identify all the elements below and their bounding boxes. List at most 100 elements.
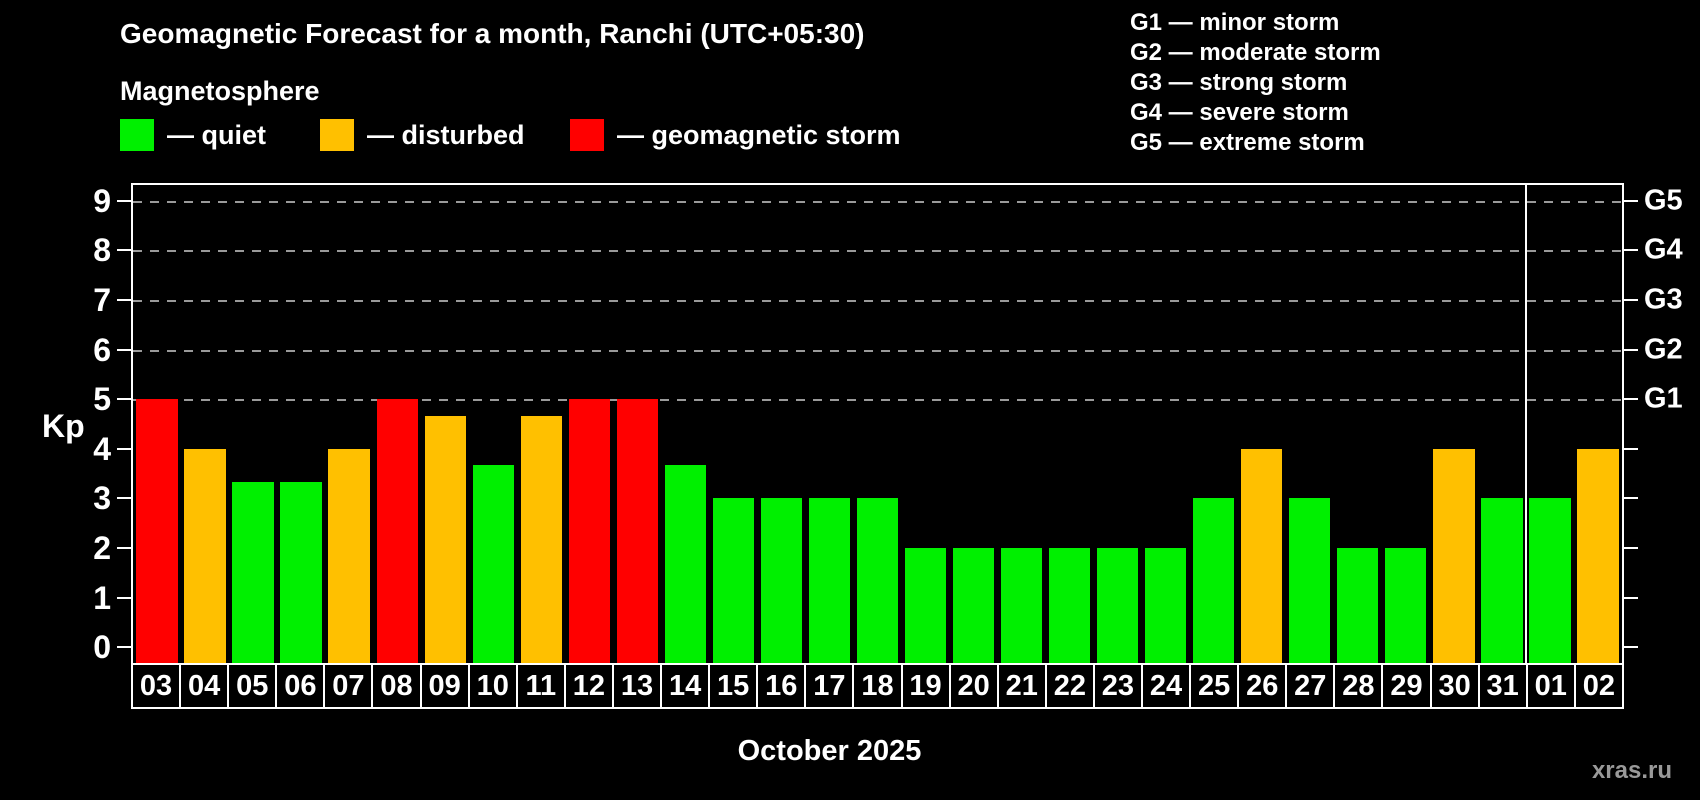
day-label-24: 24	[1140, 663, 1192, 709]
day-label-14: 14	[660, 663, 711, 709]
g-legend-line-g2: G2 — moderate storm	[1130, 39, 1381, 66]
kp-bar-day-03	[136, 399, 178, 663]
kp-bar-day-04	[184, 448, 226, 663]
bar-slot-05	[229, 185, 277, 663]
bar-slot-15	[709, 185, 757, 663]
y-axis-label-3: 3	[93, 480, 111, 517]
g-legend-line-g4: G4 — severe storm	[1130, 99, 1349, 126]
bar-slot-30	[1430, 185, 1478, 663]
g-legend-line-g3: G3 — strong storm	[1130, 69, 1348, 96]
y-axis-label-2: 2	[93, 529, 111, 566]
y-axis-label-1: 1	[93, 579, 111, 616]
day-label-13: 13	[611, 663, 663, 709]
right-tick-kp6	[1624, 348, 1638, 351]
kp-bar-day-11	[520, 415, 562, 663]
day-label-18: 18	[852, 663, 903, 709]
day-label-09: 09	[419, 663, 470, 709]
right-tick-kp4	[1624, 447, 1638, 450]
day-label-08: 08	[371, 663, 422, 709]
day-label-25: 25	[1189, 663, 1240, 709]
kp-bar-day-02	[1577, 448, 1619, 663]
day-label-28: 28	[1333, 663, 1384, 709]
kp-bar-day-23	[1096, 547, 1139, 663]
kp-bar-day-17	[808, 498, 851, 663]
right-axis-label-g1: G1	[1644, 382, 1683, 415]
watermark: xras.ru	[1591, 757, 1672, 784]
left-tick-kp7	[117, 299, 131, 302]
right-tick-kp9	[1624, 199, 1638, 202]
right-tick-kp7	[1624, 299, 1638, 302]
left-tick-kp9	[117, 199, 131, 202]
day-label-22: 22	[1044, 663, 1095, 709]
day-label-06: 06	[275, 663, 326, 709]
bar-slot-11	[517, 185, 565, 663]
right-axis-label-g4: G4	[1644, 233, 1683, 266]
kp-bar-day-27	[1289, 498, 1331, 663]
gridline-kp8	[133, 250, 1622, 253]
day-label-01: 01	[1525, 663, 1576, 709]
y-axis-label-9: 9	[93, 182, 111, 219]
day-label-02: 02	[1573, 663, 1624, 709]
bar-slot-20	[950, 185, 998, 663]
kp-bar-day-22	[1048, 547, 1091, 663]
day-label-15: 15	[708, 663, 759, 709]
day-label-04: 04	[179, 663, 230, 709]
left-tick-kp5	[117, 398, 131, 401]
month-separator-line	[1524, 185, 1527, 663]
day-label-16: 16	[756, 663, 807, 709]
y-axis-label-6: 6	[93, 331, 111, 368]
day-label-05: 05	[227, 663, 278, 709]
bar-slot-24	[1142, 185, 1190, 663]
plot-area: G1 G2 G3 G4 G5 0 1 2 3 4 5 6 7 8 9	[93, 183, 1683, 663]
bar-slot-27	[1286, 185, 1334, 663]
right-tick-kp8	[1624, 249, 1638, 252]
bar-slot-10	[469, 185, 517, 663]
legend-item-quiet: — quiet	[120, 119, 266, 151]
day-label-21: 21	[996, 663, 1047, 709]
right-axis-label-g5: G5	[1644, 184, 1683, 217]
left-tick-kp1	[117, 596, 131, 599]
bar-slot-06	[277, 185, 325, 663]
right-tick-kp5	[1624, 398, 1638, 401]
g-scale-legend: G1 — minor storm G2 — moderate storm G3 …	[1130, 8, 1381, 158]
legend-label-disturbed: — disturbed	[367, 119, 525, 150]
day-label-12: 12	[563, 663, 614, 709]
day-label-19: 19	[900, 663, 951, 709]
kp-bar-day-28	[1337, 547, 1379, 663]
kp-bar-day-19	[904, 547, 947, 663]
g-legend-line-g5: G5 — extreme storm	[1130, 129, 1365, 156]
kp-bar-day-31	[1481, 498, 1523, 663]
gridline-kp9	[133, 200, 1622, 203]
y-axis-label-0: 0	[93, 629, 111, 666]
bar-slot-13	[613, 185, 661, 663]
day-label-20: 20	[948, 663, 999, 709]
kp-bar-day-30	[1433, 448, 1475, 663]
g-legend-line-g1: G1 — minor storm	[1130, 9, 1340, 36]
kp-bar-day-21	[1000, 547, 1043, 663]
gridline-kp5	[133, 399, 1622, 402]
bar-slot-16	[757, 185, 805, 663]
day-label-31: 31	[1477, 663, 1528, 709]
gridline-kp6	[133, 349, 1622, 352]
bar-slot-17	[805, 185, 853, 663]
kp-bar-day-29	[1385, 547, 1427, 663]
gridline-kp7	[133, 300, 1622, 303]
left-tick-kp2	[117, 546, 131, 549]
day-label-30: 30	[1429, 663, 1480, 709]
storm-color-swatch	[570, 119, 604, 151]
right-tick-kp2	[1624, 546, 1638, 549]
day-label-07: 07	[323, 663, 374, 709]
kp-bar-day-14	[664, 465, 706, 663]
bar-slot-08	[373, 185, 421, 663]
kp-bar-day-24	[1145, 547, 1187, 663]
day-label-17: 17	[804, 663, 855, 709]
left-tick-kp4	[117, 447, 131, 450]
chart-subtitle: Magnetosphere	[120, 76, 320, 106]
y-axis-label-4: 4	[93, 430, 111, 467]
day-label-26: 26	[1237, 663, 1288, 709]
bar-slot-31	[1478, 185, 1526, 663]
bars-layer	[133, 185, 1622, 663]
month-label: October 2025	[737, 735, 922, 767]
legend-item-storm: — geomagnetic storm	[570, 119, 901, 151]
x-axis-day-labels: 03 04 05 06 07 08 09 10 11 12 13 14 15 16 17 18 19 20 21 22…	[131, 663, 1624, 709]
